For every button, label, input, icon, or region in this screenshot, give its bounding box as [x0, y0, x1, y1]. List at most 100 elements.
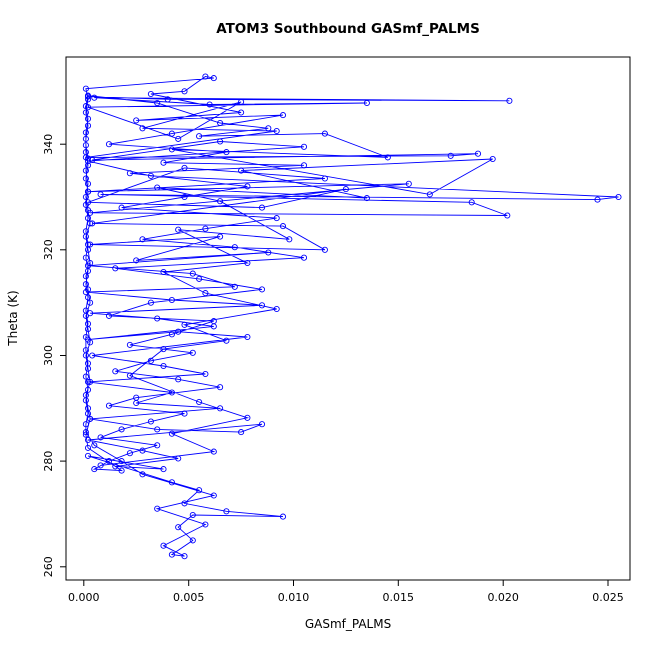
data-point: [82, 193, 89, 201]
data-point: [405, 180, 412, 187]
y-tick-label: 340: [42, 134, 55, 155]
data-point: [217, 384, 224, 391]
data-point: [265, 249, 272, 256]
data-point: [210, 492, 217, 499]
data-point: [89, 156, 96, 164]
data-point: [87, 259, 94, 267]
data-point: [265, 125, 272, 132]
data-point: [202, 370, 209, 378]
data-point: [258, 286, 266, 293]
data-point: [223, 149, 230, 156]
data-point: [82, 129, 89, 136]
data-point: [160, 542, 167, 549]
data-point: [82, 85, 89, 92]
data-point: [87, 299, 94, 306]
data-point: [154, 184, 161, 191]
data-point: [363, 99, 370, 107]
data-point: [154, 505, 161, 512]
data-point: [84, 246, 92, 253]
data-point: [504, 212, 511, 219]
data-point: [126, 372, 133, 379]
data-point: [447, 152, 454, 159]
data-point: [126, 170, 133, 177]
data-point: [82, 429, 89, 436]
data-point: [279, 112, 287, 119]
data-point: [84, 444, 92, 451]
data-point: [258, 421, 266, 428]
data-point: [91, 94, 98, 101]
data-point: [273, 305, 280, 313]
data-point: [210, 318, 217, 325]
data-point: [474, 150, 482, 157]
data-point: [273, 215, 280, 222]
data-point: [168, 551, 175, 558]
data-point: [168, 331, 175, 338]
data-point: [181, 88, 188, 95]
data-point: [217, 138, 224, 145]
data-point: [217, 405, 224, 412]
data-point: [202, 521, 209, 528]
data-point: [181, 500, 188, 507]
data-point: [196, 133, 203, 140]
data-point: [168, 130, 175, 137]
data-point: [258, 204, 266, 211]
data-point: [112, 368, 119, 375]
data-point: [168, 146, 175, 153]
data-point: [84, 286, 92, 293]
data-point: [87, 339, 94, 346]
data-point: [84, 155, 92, 162]
data-point: [82, 175, 89, 182]
data-point: [147, 90, 154, 98]
data-point: [84, 180, 92, 187]
data-point: [196, 275, 203, 282]
data-point: [147, 357, 154, 364]
data-point: [189, 270, 196, 277]
data-point: [286, 236, 293, 243]
data-point: [154, 99, 161, 107]
data-point: [160, 268, 167, 276]
data-point: [139, 447, 146, 454]
x-tick-label: 0.015: [383, 591, 415, 604]
data-point: [181, 193, 188, 201]
x-tick-label: 0.005: [173, 591, 205, 604]
x-tick-label: 0.010: [278, 591, 310, 604]
data-point: [82, 167, 89, 174]
data-point: [82, 281, 89, 288]
data-point: [84, 405, 92, 412]
data-point: [84, 215, 92, 222]
data-point: [175, 226, 182, 233]
data-point: [84, 115, 92, 122]
x-tick-label: 0.025: [592, 591, 624, 604]
data-point: [202, 225, 209, 232]
data-point: [168, 296, 175, 304]
data-point: [244, 183, 251, 190]
data-point: [87, 415, 94, 422]
data-point: [82, 233, 89, 240]
data-point: [89, 352, 96, 359]
data-point: [168, 430, 175, 437]
plot-area: 0.000 0.005 0.010 0.015 0.020 0.025 260 280 300 3…: [42, 56, 631, 604]
data-point: [133, 394, 140, 401]
data-point: [84, 188, 92, 195]
data-point: [126, 341, 133, 348]
data-point: [594, 196, 601, 203]
data-point: [147, 172, 154, 179]
data-point: [82, 373, 89, 380]
data-point: [615, 193, 622, 201]
data-point: [154, 315, 161, 322]
data-point: [84, 378, 92, 385]
data-point: [321, 246, 328, 253]
data-point: [87, 378, 94, 385]
data-point: [84, 365, 92, 372]
data-point: [189, 349, 196, 356]
data-point: [82, 333, 89, 341]
y-tick-label: 300: [42, 345, 55, 366]
data-point: [196, 398, 203, 406]
data-point: [139, 125, 146, 132]
data-point: [84, 122, 92, 129]
data-point: [105, 312, 113, 319]
data-point: [321, 130, 328, 137]
data-point: [168, 479, 175, 486]
data-point: [244, 414, 251, 421]
data-point: [300, 143, 308, 150]
